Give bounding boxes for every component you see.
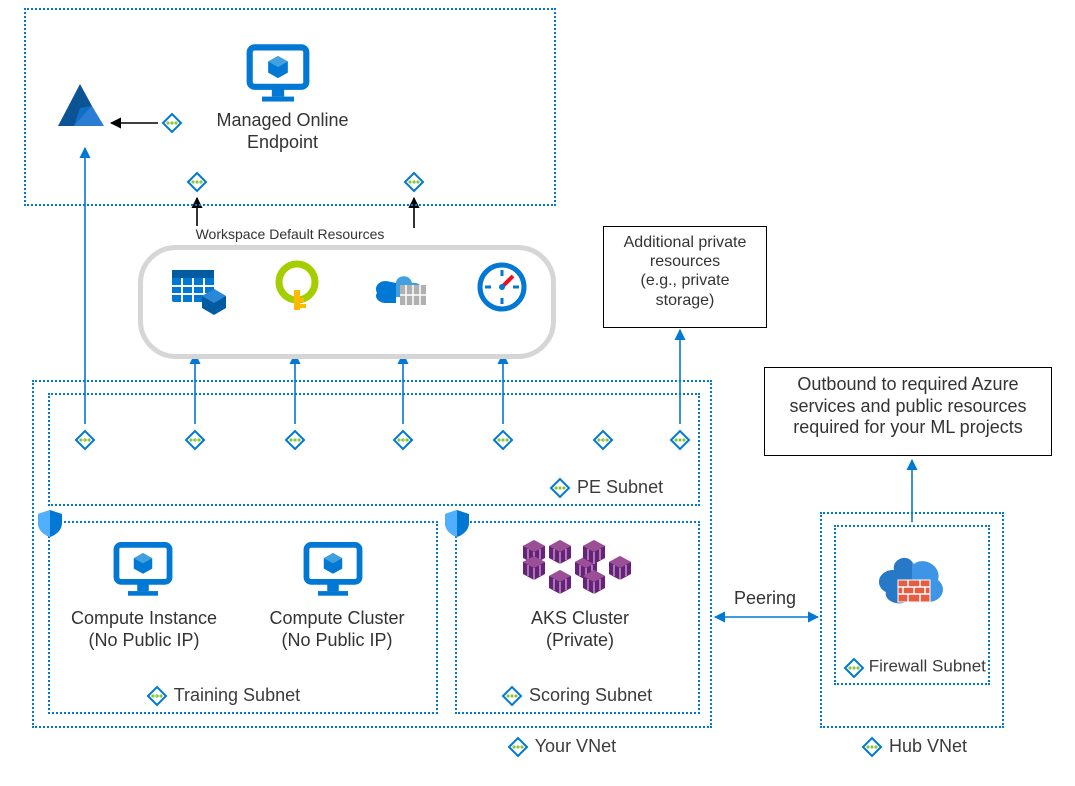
app-insights-icon <box>475 260 529 319</box>
pe-icon-4 <box>391 428 415 457</box>
firewall-icon <box>874 540 950 615</box>
workspace-resources-label: Workspace Default Resources <box>180 226 400 243</box>
pe-icon-2 <box>183 428 207 457</box>
managed-endpoint-icon <box>243 40 313 109</box>
compute-cluster-icon <box>300 538 366 603</box>
aks-cluster-label: AKS Cluster (Private) <box>500 608 660 651</box>
pe-icon-1 <box>73 428 97 457</box>
pe-subnet-label: PE Subnet <box>548 476 663 500</box>
firewall-subnet-label: Firewall Subnet <box>842 656 986 678</box>
azure-ml-icon <box>52 78 110 141</box>
training-shield-icon <box>36 508 64 543</box>
scoring-shield-icon <box>443 508 471 543</box>
outbound-box: Outbound to required Azure services and … <box>764 367 1052 456</box>
pe-icon-6 <box>591 428 615 457</box>
aks-cluster-icon <box>523 540 633 607</box>
managed-endpoint-label: Managed Online Endpoint <box>200 110 365 153</box>
pe-icon-top-2 <box>185 170 209 199</box>
storage-icon <box>168 260 226 323</box>
keyvault-icon <box>270 260 324 319</box>
training-subnet-label: Training Subnet <box>145 684 300 708</box>
hub-vnet-label: Hub VNet <box>860 735 967 759</box>
your-vnet-label: Your VNet <box>506 735 616 759</box>
compute-instance-icon <box>110 538 176 603</box>
compute-instance-label: Compute Instance (No Public IP) <box>54 608 234 651</box>
compute-cluster-label: Compute Cluster (No Public IP) <box>252 608 422 651</box>
pe-icon-7 <box>668 428 692 457</box>
scoring-subnet-label: Scoring Subnet <box>500 684 652 708</box>
peering-label: Peering <box>734 588 796 610</box>
pe-icon-top-3 <box>402 170 426 199</box>
pe-icon-top-1 <box>160 111 184 140</box>
pe-icon-3 <box>283 428 307 457</box>
additional-resources-box: Additional private resources (e.g., priv… <box>603 226 767 328</box>
pe-icon-5 <box>491 428 515 457</box>
container-registry-icon <box>372 263 432 318</box>
